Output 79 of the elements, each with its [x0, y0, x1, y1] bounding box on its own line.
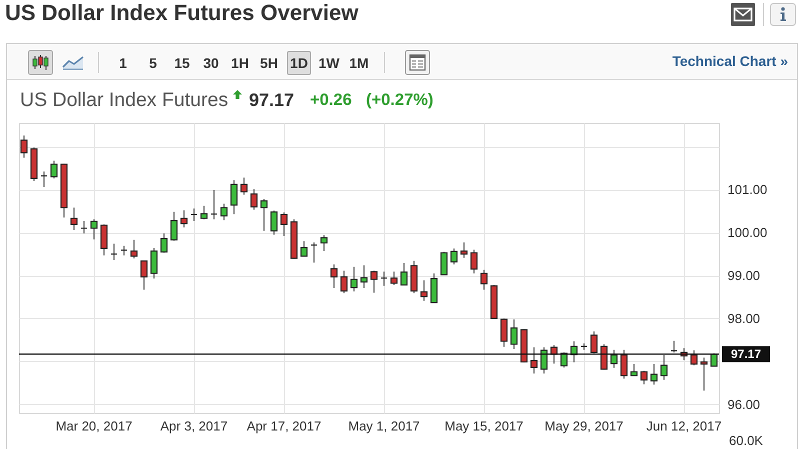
candlestick	[590, 330, 598, 354]
candlestick	[70, 207, 78, 230]
candlestick	[240, 177, 248, 196]
candlestick	[670, 340, 678, 353]
candlestick	[210, 190, 218, 220]
candlestick	[450, 248, 458, 265]
candlestick	[700, 357, 708, 392]
candlestick	[220, 203, 228, 221]
candlestick	[180, 210, 188, 228]
candlestick	[510, 318, 518, 350]
candlestick	[650, 364, 658, 386]
text: Technical Chart »	[672, 52, 788, 71]
candlestick	[640, 370, 648, 385]
y-tick-label: 100.00	[728, 225, 768, 240]
candlestick	[120, 245, 128, 256]
candlestick	[300, 240, 308, 257]
candlestick	[370, 270, 378, 294]
x-tick-label: May 1, 2017	[348, 418, 420, 434]
y-tick-label: 96.00	[728, 396, 760, 412]
text: 97.17	[249, 89, 294, 111]
candlestick	[350, 266, 358, 292]
text: 60.0K	[729, 433, 763, 448]
candlestick	[540, 346, 548, 374]
candlestick	[150, 248, 158, 280]
y-tick-label: 98.00	[728, 310, 760, 326]
candlestick	[420, 280, 428, 302]
candlestick	[90, 218, 98, 240]
candlestick	[630, 364, 638, 377]
candlestick	[50, 160, 58, 179]
candlestick	[170, 211, 178, 242]
text: (+0.27%)	[366, 90, 434, 111]
candlestick	[320, 234, 328, 252]
candlestick	[80, 220, 88, 234]
x-tick-label: Mar 20, 2017	[56, 418, 132, 434]
x-tick-label: Apr 17, 2017	[246, 418, 322, 434]
candlestick	[690, 350, 698, 366]
y-tick-label: 101.00	[728, 182, 768, 198]
candlestick	[600, 344, 608, 370]
candlestick	[20, 134, 28, 158]
candlestick	[380, 271, 388, 286]
candlestick	[40, 171, 48, 188]
candlestick	[110, 243, 118, 261]
candlestick	[620, 349, 628, 380]
candlestick	[130, 239, 138, 259]
x-tick-label: May 15, 2017	[444, 418, 524, 434]
candlestick	[160, 232, 168, 254]
candlestick	[440, 251, 448, 276]
candlestick	[250, 188, 258, 210]
candlestick	[280, 212, 288, 236]
x-tick-label: Jun 12, 2017	[646, 418, 722, 434]
candlestick	[200, 205, 208, 220]
candlestick	[260, 198, 268, 232]
candlestick	[610, 349, 618, 368]
candlestick	[330, 264, 338, 288]
candlestick	[340, 270, 348, 294]
text: 1 5 15 30 1H 5H 1D 1W 1M	[119, 55, 369, 71]
candlestick	[270, 210, 278, 236]
candlestick	[390, 271, 398, 286]
chart-subtitle: US Dollar Index Futures	[20, 89, 228, 111]
candlestick	[480, 269, 488, 290]
candlestick	[100, 224, 108, 256]
candlestick	[190, 208, 198, 222]
candlestick	[660, 354, 668, 380]
ref-line-label: 97.17	[730, 347, 762, 362]
candlestick	[140, 260, 148, 290]
candlestick	[530, 346, 538, 374]
text: +0.26	[310, 90, 352, 111]
candlestick	[360, 264, 368, 288]
y-tick-label: 99.00	[728, 268, 760, 284]
chart-title: US Dollar Index Futures Overview	[5, 0, 358, 26]
candlestick	[500, 318, 508, 348]
candlestick	[710, 352, 718, 367]
candlestick	[230, 180, 238, 215]
candlestick	[460, 242, 468, 258]
x-tick-label: Apr 3, 2017	[160, 418, 228, 434]
candlestick	[310, 242, 318, 264]
x-tick-label: May 29, 2017	[544, 418, 624, 434]
candlestick	[400, 262, 408, 286]
candlestick	[470, 249, 478, 274]
